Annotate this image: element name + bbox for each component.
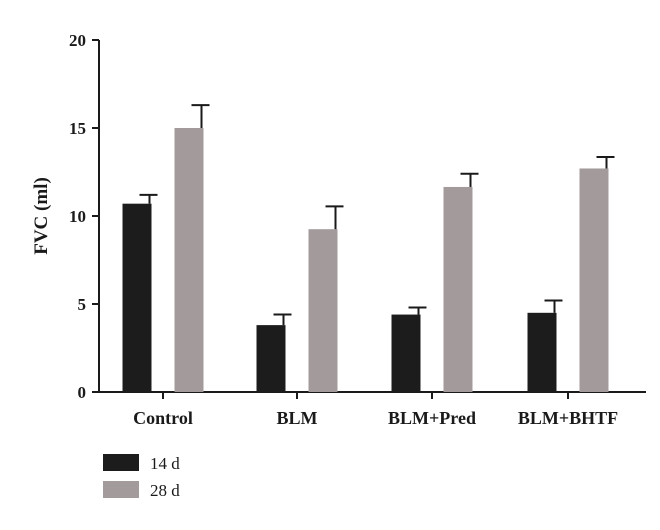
legend-swatch <box>103 454 139 471</box>
y-axis: 0 5 10 15 20 <box>69 31 100 402</box>
y-axis-title: FVC (ml) <box>31 177 52 255</box>
x-tick-label: Control <box>133 408 193 428</box>
bar <box>443 186 473 392</box>
bar <box>174 128 204 392</box>
y-tick-label: 5 <box>78 295 87 314</box>
bar <box>308 229 338 392</box>
y-tick-label: 15 <box>69 119 86 138</box>
x-tick-label: BLM+Pred <box>388 408 476 428</box>
x-tick-label: BLM <box>276 408 317 428</box>
legend-swatch <box>103 481 139 498</box>
bar <box>391 314 421 392</box>
legend: 14 d 28 d <box>103 454 180 500</box>
x-axis: Control BLM BLM+Pred BLM+BHTF <box>99 391 646 428</box>
bar <box>122 203 152 392</box>
legend-label: 14 d <box>150 454 180 473</box>
bars-layer <box>122 104 615 392</box>
legend-label: 28 d <box>150 481 180 500</box>
y-tick-label: 20 <box>69 31 86 50</box>
y-tick-label: 0 <box>78 383 87 402</box>
x-tick-label: BLM+BHTF <box>518 408 618 428</box>
bar <box>527 312 557 392</box>
y-tick-label: 10 <box>69 207 86 226</box>
bar <box>579 168 609 392</box>
bar <box>256 325 286 392</box>
